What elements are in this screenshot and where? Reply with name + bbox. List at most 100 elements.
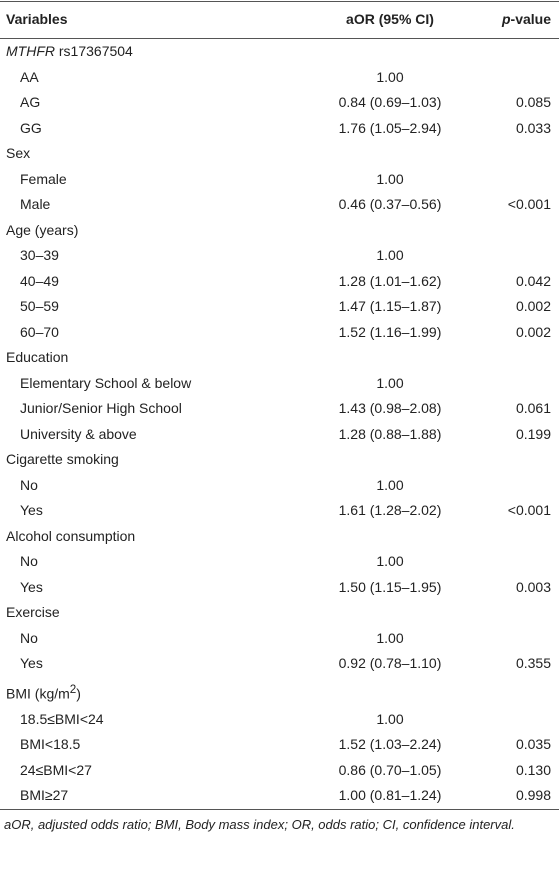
p-cell: 0.033 <box>515 119 551 136</box>
table-row: BMI≥27 1.00 (0.81–1.24) 0.998 <box>0 783 559 810</box>
p-cell: 0.035 <box>515 736 551 753</box>
group-label: BMI (kg/m2) <box>0 677 300 707</box>
aor-cell: 0.86 (0.70–1.05) <box>338 761 442 778</box>
table-row: Age (years) <box>0 218 559 244</box>
gene-name: MTHFR <box>6 43 55 59</box>
p-cell <box>480 447 559 473</box>
table-row: Junior/Senior High School 1.43 (0.98–2.08… <box>0 396 559 422</box>
table-row: 50–59 1.47 (1.15–1.87) 0.002 <box>0 294 559 320</box>
aor-cell: 1.52 (1.03–2.24) <box>338 736 442 753</box>
table-row: Yes 1.50 (1.15–1.95) 0.003 <box>0 575 559 601</box>
p-cell <box>480 600 559 626</box>
aor-cell: 1.28 (1.01–1.62) <box>338 272 442 289</box>
p-cell <box>480 473 559 499</box>
table-row: Elementary School & below 1.00 <box>0 371 559 397</box>
aor-cell <box>300 141 480 167</box>
p-cell <box>480 549 559 575</box>
table-body: MTHFR rs17367504 AA 1.00 AG 0.84 (0.69–1.03)… <box>0 39 559 810</box>
table-row: MTHFR rs17367504 <box>0 39 559 65</box>
row-label: 18.5≤BMI<24 <box>20 710 104 727</box>
p-cell <box>480 524 559 550</box>
aor-cell: 0.46 (0.37–0.56) <box>338 196 442 212</box>
row-label: BMI<18.5 <box>20 736 81 753</box>
aor-cell <box>300 677 480 707</box>
row-label: GG <box>20 119 42 136</box>
aor-cell <box>300 447 480 473</box>
p-cell <box>480 141 559 167</box>
row-label: University & above <box>20 425 137 442</box>
aor-cell: 1.00 <box>376 710 404 727</box>
header-cell: Variables <box>6 11 68 28</box>
aor-cell: 1.61 (1.28–2.02) <box>338 502 442 518</box>
header-text: -value <box>510 11 551 28</box>
p-cell: 0.998 <box>515 787 551 804</box>
table-row: GG 1.76 (1.05–2.94) 0.033 <box>0 116 559 142</box>
aor-cell <box>300 600 480 626</box>
table-row: No 1.00 <box>0 626 559 652</box>
row-label: No <box>20 629 38 646</box>
aor-cell: 1.76 (1.05–2.94) <box>338 119 442 136</box>
aor-cell <box>300 524 480 550</box>
group-label: Age (years) <box>6 221 79 238</box>
row-label: Yes <box>20 655 43 671</box>
aor-cell: 1.47 (1.15–1.87) <box>338 298 442 314</box>
table-header: Variables aOR (95% CI) p-value <box>0 1 559 39</box>
aor-cell <box>300 345 480 371</box>
p-cell: 0.061 <box>515 400 551 416</box>
table-row: Female 1.00 <box>0 167 559 193</box>
label-part: ) <box>76 685 81 702</box>
row-label: 40–49 <box>20 272 59 289</box>
aor-cell: 0.92 (0.78–1.10) <box>338 655 442 671</box>
p-cell <box>480 707 559 733</box>
p-cell: 0.003 <box>515 578 551 595</box>
row-label: BMI≥27 <box>20 787 69 804</box>
header-cell: aOR (95% CI) <box>346 11 434 28</box>
table-row: AA 1.00 <box>0 65 559 91</box>
p-cell: 0.002 <box>515 323 551 340</box>
row-label: 50–59 <box>20 298 59 314</box>
table-row: Exercise <box>0 600 559 626</box>
row-label: Female <box>20 170 67 187</box>
p-cell <box>480 345 559 371</box>
row-label: No <box>20 476 38 493</box>
aor-cell: 1.00 <box>376 170 404 187</box>
p-cell: 0.002 <box>515 298 551 314</box>
table-row: Alcohol consumption <box>0 524 559 550</box>
table-row: Yes 0.92 (0.78–1.10) 0.355 <box>0 651 559 677</box>
p-cell <box>480 65 559 91</box>
row-label: AG <box>20 94 41 110</box>
p-cell <box>480 39 559 65</box>
p-cell: <0.001 <box>507 502 551 518</box>
header-cell: p-value <box>480 2 559 39</box>
table-row: BMI<18.5 1.52 (1.03–2.24) 0.035 <box>0 732 559 758</box>
group-label: Alcohol consumption <box>6 527 136 544</box>
row-label: No <box>20 553 38 569</box>
table-row: Education <box>0 345 559 371</box>
table-row: Male 0.46 (0.37–0.56) <0.001 <box>0 192 559 218</box>
group-label: Cigarette smoking <box>6 451 119 467</box>
p-cell: 0.130 <box>515 761 551 778</box>
header-row: Variables aOR (95% CI) p-value <box>0 1 559 39</box>
table-row: Sex <box>0 141 559 167</box>
aor-cell: 1.00 <box>376 247 404 263</box>
table-row: No 1.00 <box>0 473 559 499</box>
row-label: AA <box>20 68 39 85</box>
group-label: Sex <box>6 145 31 161</box>
group-label: Education <box>6 349 69 365</box>
p-cell: 0.199 <box>515 425 551 442</box>
label-part: BMI (kg/m <box>6 685 70 702</box>
aor-cell: 1.00 <box>376 629 404 646</box>
row-label: Yes <box>20 502 43 518</box>
table-row: 18.5≤BMI<24 1.00 <box>0 707 559 733</box>
table-row: 60–70 1.52 (1.16–1.99) 0.002 <box>0 320 559 346</box>
table-row: Yes 1.61 (1.28–2.02) <0.001 <box>0 498 559 524</box>
group-label: MTHFR rs17367504 <box>0 39 300 65</box>
table-row: AG 0.84 (0.69–1.03) 0.085 <box>0 90 559 116</box>
aor-cell: 0.84 (0.69–1.03) <box>338 94 442 110</box>
aor-cell: 1.52 (1.16–1.99) <box>338 323 442 340</box>
row-label: 24≤BMI<27 <box>20 761 92 778</box>
p-cell <box>480 677 559 707</box>
header-italic: p <box>501 11 511 28</box>
p-cell <box>480 371 559 397</box>
